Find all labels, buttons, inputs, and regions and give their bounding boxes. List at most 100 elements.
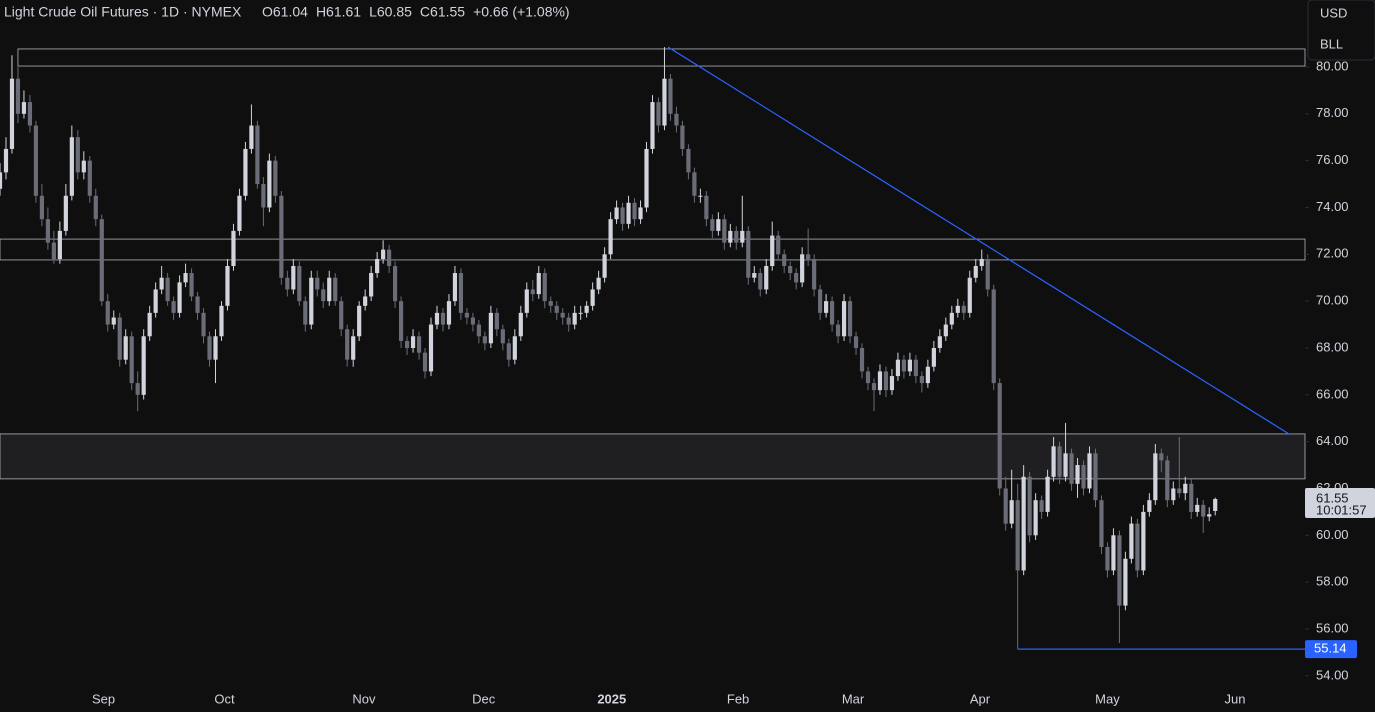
candle-body	[464, 312, 470, 318]
candle-body	[602, 254, 607, 278]
candle-body	[949, 312, 954, 325]
candle-body	[219, 305, 224, 337]
candle-body	[1039, 500, 1044, 512]
y-tick-label: 72.00	[1316, 246, 1349, 261]
candle-body	[770, 235, 775, 267]
candle-body	[237, 195, 242, 231]
candle-body	[458, 273, 464, 313]
candle-body	[153, 289, 158, 313]
currency[interactable]: USD	[1320, 5, 1347, 20]
candle-body	[680, 125, 685, 149]
candle-body	[991, 289, 996, 384]
candle-body	[506, 343, 511, 360]
candle-body	[1189, 483, 1194, 512]
candle-body	[608, 219, 613, 255]
candle-body	[794, 273, 799, 283]
candle-body	[351, 336, 356, 360]
y-tick-label: 64.00	[1316, 433, 1349, 448]
candle-body	[853, 336, 859, 348]
candle-body	[375, 258, 380, 274]
x-tick-label: 2025	[597, 691, 626, 706]
candle-body	[470, 317, 476, 325]
candle-body	[15, 78, 21, 114]
candle-body	[279, 195, 284, 278]
candle-body	[285, 277, 290, 290]
candle-body	[195, 296, 200, 313]
y-tick-label: 66.00	[1316, 386, 1349, 401]
candle-body	[1105, 547, 1110, 571]
candle-body	[333, 277, 338, 302]
candle-body	[345, 329, 350, 360]
candle-body	[877, 371, 883, 391]
candle-body	[530, 289, 535, 295]
last-price: 61.55	[1316, 490, 1349, 505]
candle-body	[913, 359, 918, 377]
candle-body	[1135, 523, 1140, 571]
candle-body	[440, 312, 446, 325]
candle-body	[620, 207, 625, 224]
candle-body	[806, 254, 811, 259]
y-tick-label: 70.00	[1316, 293, 1349, 308]
candle-body	[704, 195, 709, 220]
candle-body	[303, 301, 308, 325]
ohlc-value: H61.61	[316, 4, 361, 20]
candle-body	[740, 230, 745, 243]
candle-body	[171, 301, 176, 313]
candle-body	[488, 312, 493, 344]
plot: 54.0056.0058.0060.0062.0064.0066.0068.00…	[0, 46, 1349, 706]
candle-body	[1027, 476, 1032, 536]
candle-body	[9, 78, 15, 149]
candle-body	[979, 258, 984, 267]
currency-box[interactable]	[1307, 0, 1375, 61]
candle-body	[243, 148, 248, 196]
x-tick-label: Sep	[92, 691, 115, 706]
candle-body	[105, 301, 110, 325]
candle-body	[1069, 453, 1074, 484]
candle-body	[524, 289, 529, 313]
candle-body	[213, 336, 218, 360]
candle-body	[554, 305, 559, 313]
ohlc-value: L60.85	[369, 4, 412, 20]
candle-body	[1201, 504, 1206, 517]
x-tick-label: Jun	[1224, 691, 1245, 706]
candle-body	[566, 317, 571, 325]
support-label: 55.14	[1314, 641, 1347, 656]
candle-body	[1153, 453, 1158, 501]
candle-body	[782, 254, 787, 267]
candle-body	[925, 366, 930, 384]
candle-body	[871, 383, 877, 391]
candle-body	[422, 352, 428, 372]
candle-body	[758, 273, 763, 290]
candle-body	[841, 301, 847, 337]
candle-body	[410, 336, 416, 348]
y-tick-label: 76.00	[1316, 152, 1349, 167]
y-tick-label: 56.00	[1316, 620, 1349, 635]
y-tick-label: 78.00	[1316, 105, 1349, 120]
candle-body	[800, 254, 805, 283]
candle-body	[626, 202, 631, 224]
candle-body	[1051, 446, 1056, 477]
candle-body	[656, 102, 661, 126]
candle-body	[835, 324, 841, 337]
candle-body	[644, 148, 649, 208]
candle-body	[668, 78, 673, 114]
candle-body	[824, 301, 829, 313]
candle-body	[255, 125, 260, 185]
zone	[0, 433, 1306, 480]
candle-body	[201, 312, 206, 337]
candle-body	[596, 277, 601, 290]
candle-body	[51, 242, 56, 259]
candle-body	[686, 148, 691, 173]
candle-body	[1003, 488, 1008, 524]
candle-body	[710, 219, 715, 231]
candle-body	[1081, 465, 1086, 489]
x-tick-label: Feb	[727, 691, 749, 706]
x-tick-label: Apr	[970, 691, 991, 706]
unit[interactable]: BLL	[1320, 36, 1343, 51]
candle-body	[722, 219, 727, 243]
candle-body	[147, 312, 152, 337]
candle-body	[363, 296, 368, 306]
candle-body	[267, 160, 272, 208]
candle-body	[907, 359, 913, 372]
